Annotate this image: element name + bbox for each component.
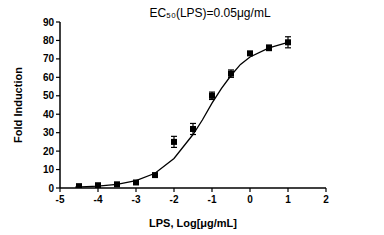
y-tick <box>56 114 60 115</box>
y-tick <box>56 169 60 170</box>
x-tick <box>59 188 60 192</box>
x-tick <box>211 188 212 192</box>
title: EC₅₀(LPS)=0.05μg/mL <box>149 6 270 20</box>
y-tick <box>56 95 60 96</box>
error-cap <box>190 123 196 124</box>
x-tick-label: -4 <box>94 194 103 205</box>
x-axis-label: LPS, Log[μg/mL] <box>149 217 237 229</box>
x-tick <box>287 188 288 192</box>
error-cap <box>285 47 291 48</box>
y-tick <box>56 77 60 78</box>
x-tick <box>249 188 250 192</box>
error-bar <box>190 123 196 134</box>
x-tick <box>173 188 174 192</box>
x-tick-label: -2 <box>170 194 179 205</box>
y-axis-label: Fold Induction <box>12 67 24 143</box>
y-axis <box>59 22 61 188</box>
y-tick <box>56 21 60 22</box>
y-tick-label: 80 <box>43 35 55 46</box>
y-tick-label: 50 <box>43 90 55 101</box>
y-tick-label: 10 <box>43 164 55 175</box>
error-bar <box>171 136 177 147</box>
x-tick <box>325 188 326 192</box>
error-cap <box>171 136 177 137</box>
y-tick <box>56 151 60 152</box>
y-tick-label: 60 <box>43 72 55 83</box>
data-point <box>209 93 215 99</box>
x-tick-label: 2 <box>323 194 329 205</box>
fit-curve <box>75 42 288 187</box>
x-tick-label: 0 <box>247 194 253 205</box>
error-cap <box>228 69 234 70</box>
y-tick <box>56 40 60 41</box>
error-bar <box>209 92 215 99</box>
chart: 0 10 20 30 40 50 60 70 80 90 -5 -4 -3 -2 -1 0 1 2 EC₅₀(LPS… <box>0 0 384 235</box>
error-cap <box>171 147 177 148</box>
y-tick-label: 0 <box>48 183 54 194</box>
x-tick-label: -3 <box>132 194 141 205</box>
y-tick-label: 90 <box>43 17 55 28</box>
y-tick <box>56 58 60 59</box>
y-tick-label: 30 <box>43 127 55 138</box>
y-tick-label: 40 <box>43 109 55 120</box>
y-tick-label: 20 <box>43 146 55 157</box>
x-tick-label: -1 <box>208 194 217 205</box>
error-cap <box>285 36 291 37</box>
y-tick <box>56 132 60 133</box>
x-tick-label: -5 <box>56 194 65 205</box>
x-tick-label: 1 <box>285 194 291 205</box>
data-point <box>171 139 177 145</box>
y-tick-label: 70 <box>43 53 55 64</box>
x-tick <box>135 188 136 192</box>
plot-area <box>75 37 291 188</box>
data-point <box>95 182 101 188</box>
x-tick <box>97 188 98 192</box>
error-cap <box>209 91 215 92</box>
